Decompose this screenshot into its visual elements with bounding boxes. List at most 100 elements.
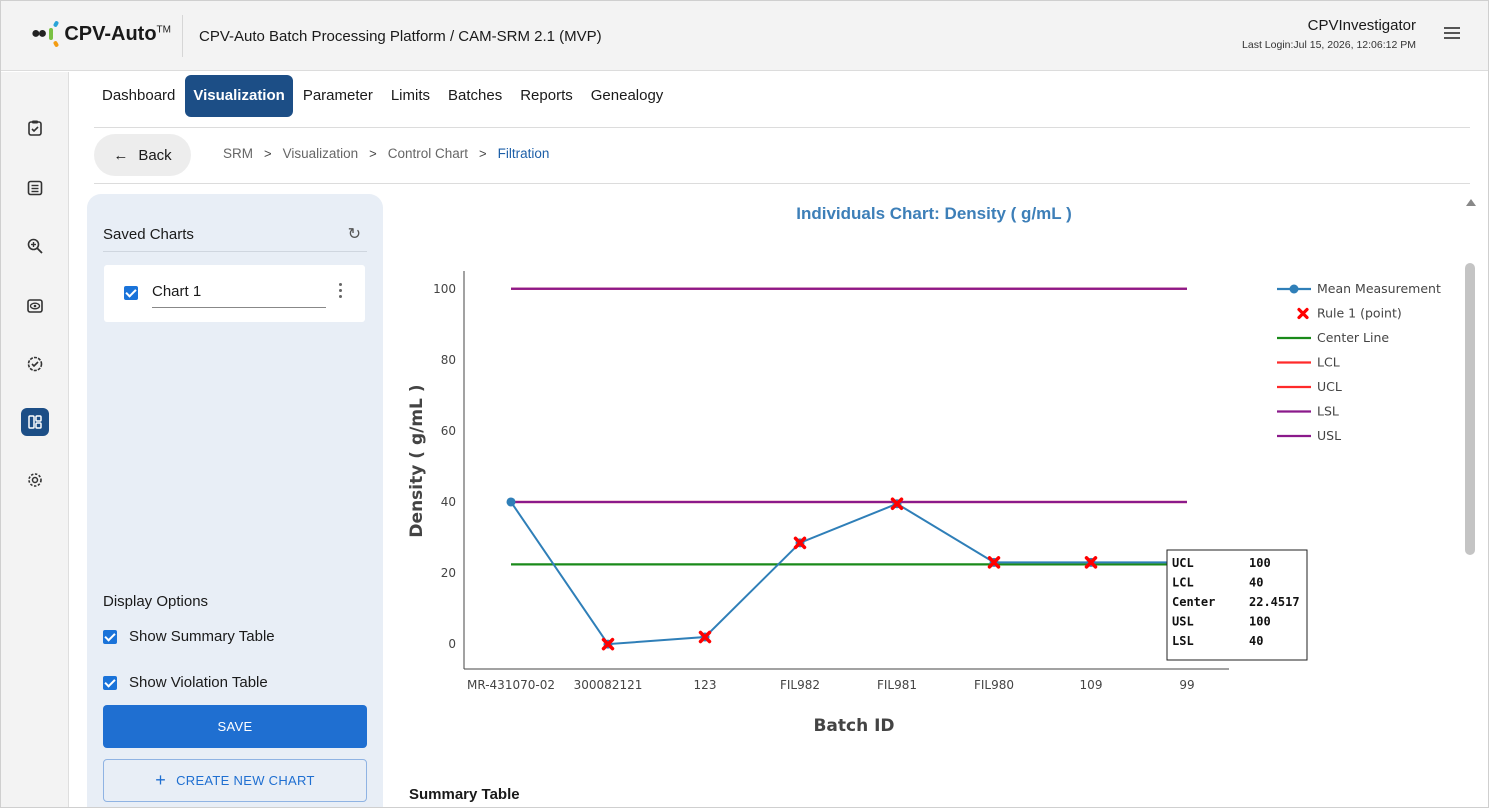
legend-label: USL [1317,428,1341,443]
more-vertical-icon[interactable] [339,283,343,299]
checkbox-clipboard-icon [28,120,42,136]
chevron-right-icon: > [369,146,377,161]
x-tick-label: MR-431070-02 [467,678,555,692]
breadcrumb-divider [94,183,1470,184]
dashboard-layout-icon [28,415,42,429]
chevron-right-icon: > [479,146,487,161]
rail-item-preview[interactable] [21,292,49,320]
legend-rule1-marker [1297,307,1309,320]
rule1-marker [1084,556,1098,569]
legend-swatch-point [1289,284,1299,294]
y-tick-label: 80 [441,353,456,367]
chart-name-field[interactable]: Chart 1 [152,283,326,308]
y-tick-label: 20 [441,566,456,580]
series-line-mean-measurement [510,501,1187,646]
last-login: Last Login:Jul 15, 2026, 12:06:12 PM [1242,39,1416,51]
breadcrumb-item-control-chart[interactable]: Control Chart [387,146,469,161]
app-logo[interactable]: ●● CPV-AutoTM [31,20,171,48]
summary-table-title: Summary Table [409,786,520,803]
tab-visualization[interactable]: Visualization [185,75,293,117]
list-document-icon [27,180,43,196]
rail-item-dashboard[interactable] [21,408,49,436]
zoom-in-icon [27,238,43,254]
header-divider [182,15,183,57]
panel-divider [103,251,367,252]
tab-dashboard[interactable]: Dashboard [102,87,176,104]
refresh-icon[interactable]: ↻ [347,226,361,243]
show-summary-table-checkbox[interactable] [103,629,117,644]
badge-check-icon [27,356,43,372]
tooltip-label: LCL [1172,576,1194,590]
breadcrumb-item-srm[interactable]: SRM [223,146,253,161]
saved-charts-panel: Saved Charts ↻ Chart 1 Display Options S… [87,194,383,807]
chart-1-checkbox[interactable] [124,286,138,300]
hamburger-menu-icon[interactable] [1444,27,1460,41]
x-tick-label: 300082121 [574,678,643,692]
save-button[interactable]: SAVE [103,705,367,748]
chevron-right-icon: > [264,146,272,161]
app-title: CPV-Auto Batch Processing Platform / CAM… [199,28,602,45]
tooltip-value: 100 [1249,615,1271,629]
legend-label: Mean Measurement [1317,281,1441,296]
legend-label: Rule 1 (point) [1317,306,1402,321]
logo-bracket-icon [48,20,60,48]
side-rail [1,72,69,807]
rule1-marker [793,536,807,550]
y-tick-label: 40 [441,495,456,509]
y-tick-label: 60 [441,424,456,438]
rule1-marker [698,630,712,644]
user-name: CPVInvestigator [1307,17,1416,34]
show-summary-table-label: Show Summary Table [129,628,275,645]
tab-batches[interactable]: Batches [448,87,503,104]
tooltip-value: 100 [1249,556,1271,570]
tab-parameter[interactable]: Parameter [302,87,373,104]
legend-label: Center Line [1317,330,1389,345]
top-header: ●● CPV-AutoTM CPV-Auto Batch Processing … [1,1,1488,71]
x-tick-label: 123 [694,678,717,692]
rail-item-search[interactable] [21,232,49,260]
show-summary-table-option[interactable]: Show Summary Table [103,628,275,645]
saved-chart-item[interactable]: Chart 1 [104,265,365,322]
tab-limits[interactable]: Limits [390,87,431,104]
rule1-marker [987,556,1001,569]
tabs-divider [94,127,1470,128]
y-axis-label: Density ( g/mL ) [407,384,427,537]
scroll-thumb[interactable] [1465,263,1475,555]
breadcrumb: SRM > Visualization > Control Chart > Fi… [223,146,549,161]
individuals-chart[interactable]: Individuals Chart: Density ( g/mL ) 0 20 40… [384,191,1460,781]
show-violation-table-label: Show Violation Table [129,674,268,691]
show-violation-table-checkbox[interactable] [103,675,117,690]
legend-label: UCL [1317,379,1342,394]
x-axis-label: Batch ID [813,716,894,736]
show-violation-table-option[interactable]: Show Violation Table [103,674,268,691]
tooltip-value: 40 [1249,634,1263,648]
breadcrumb-item-visualization[interactable]: Visualization [282,146,359,161]
tooltip-value: 40 [1249,576,1263,590]
tooltip-label: UCL [1172,556,1194,570]
rail-item-verify[interactable] [21,350,49,378]
arrow-left-icon: ← [113,146,129,164]
x-tick-label: FIL981 [877,678,917,692]
x-tick-label: FIL980 [974,678,1014,692]
rail-item-list[interactable] [21,174,49,202]
rail-item-checklist[interactable] [21,114,49,142]
rail-item-settings[interactable] [21,466,49,494]
saved-charts-title: Saved Charts [103,226,194,243]
legend-label: LSL [1317,404,1339,419]
y-tick-label: 0 [448,637,456,651]
plus-icon: + [155,770,167,790]
scroll-up-icon[interactable] [1466,199,1476,206]
create-new-chart-button[interactable]: + CREATE NEW CHART [103,759,367,802]
create-new-chart-label: CREATE NEW CHART [176,773,315,788]
back-button[interactable]: ← Back [94,134,191,176]
tab-reports[interactable]: Reports [520,87,573,104]
back-label: Back [138,146,172,164]
main-tabs: Dashboard Visualization Parameter Limits… [94,75,673,117]
tooltip-value: 22.4517 [1249,595,1300,609]
tab-genealogy[interactable]: Genealogy [590,87,664,104]
x-tick-label: 99 [1179,678,1194,692]
x-tick-label: FIL982 [780,678,820,692]
vertical-scrollbar[interactable] [1462,191,1480,807]
user-info: CPVInvestigator Last Login:Jul 15, 2026,… [1242,17,1416,51]
